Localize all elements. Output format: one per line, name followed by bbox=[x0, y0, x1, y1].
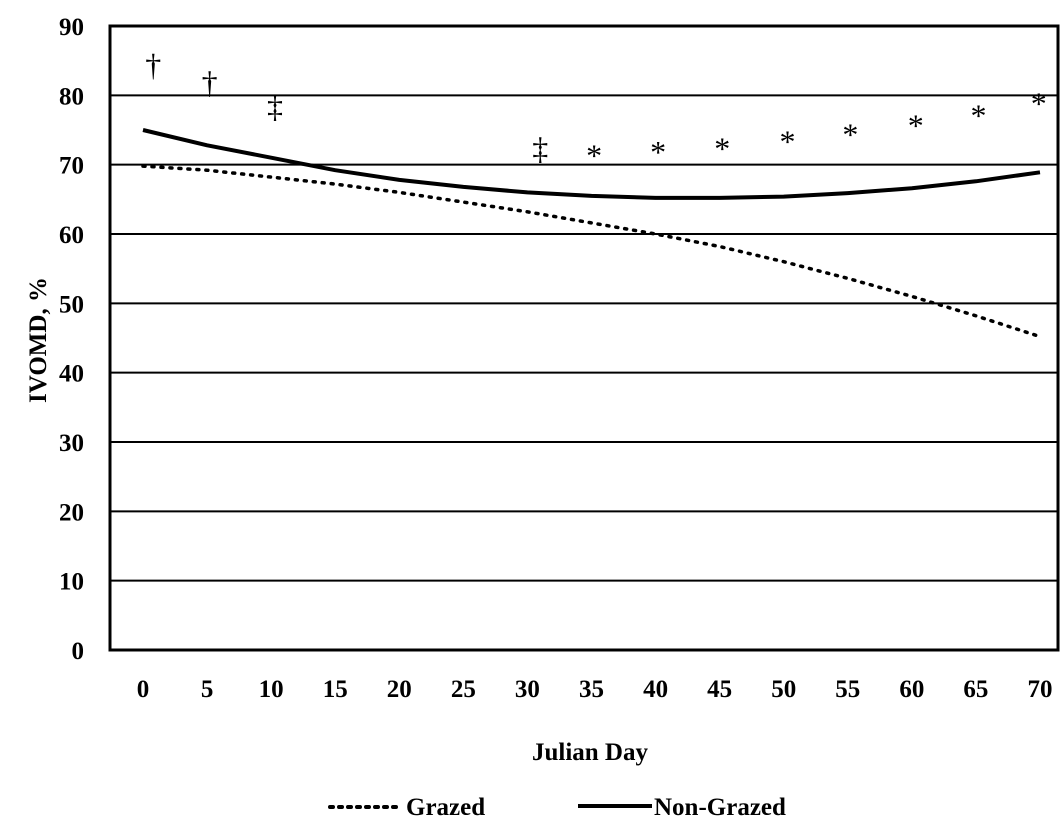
series-line-non-grazed bbox=[142, 128, 1041, 200]
x-tick-label: 40 bbox=[643, 676, 668, 703]
plot-frame bbox=[108, 24, 1060, 652]
annotation-mark: † bbox=[202, 64, 218, 100]
y-tick-label: 30 bbox=[59, 430, 84, 457]
x-tick-label: 35 bbox=[579, 676, 604, 703]
y-tick-label: 0 bbox=[72, 638, 85, 665]
series-lines bbox=[141, 128, 1042, 339]
annotation-mark: * bbox=[842, 116, 858, 152]
x-tick-label: 5 bbox=[201, 676, 214, 703]
x-tick-label: 25 bbox=[451, 676, 476, 703]
annotation-mark: * bbox=[650, 134, 666, 170]
y-tick-label: 70 bbox=[59, 153, 84, 180]
x-tick-labels: 0 5 10 15 20 25 30 35 40 45 50 55 60 65 70 bbox=[137, 676, 1053, 703]
annotation-mark: † bbox=[145, 47, 161, 83]
annotation-mark: ‡ bbox=[532, 130, 548, 166]
annotation-mark: * bbox=[780, 123, 796, 159]
series-line-grazed bbox=[141, 164, 1042, 339]
annotation-mark: ‡ bbox=[267, 89, 283, 125]
x-tick-label: 10 bbox=[259, 676, 284, 703]
axes bbox=[108, 24, 1060, 652]
y-tick-label: 80 bbox=[59, 83, 84, 110]
x-tick-label: 50 bbox=[771, 676, 796, 703]
x-axis-title: Julian Day bbox=[532, 739, 649, 766]
x-tick-label: 0 bbox=[137, 676, 150, 703]
x-tick-label: 15 bbox=[323, 676, 348, 703]
significance-annotations: † † ‡ ‡ * * * * * * * * bbox=[145, 47, 1046, 173]
y-tick-labels: 0 10 20 30 40 50 60 70 80 90 bbox=[59, 14, 84, 665]
y-tick-label: 50 bbox=[59, 291, 84, 318]
annotation-mark: * bbox=[1031, 85, 1047, 121]
legend-label-non-grazed: Non-Grazed bbox=[654, 794, 786, 821]
x-tick-label: 30 bbox=[515, 676, 540, 703]
x-tick-label: 60 bbox=[899, 676, 924, 703]
x-tick-label: 65 bbox=[963, 676, 988, 703]
x-tick-label: 70 bbox=[1028, 676, 1053, 703]
annotation-mark: * bbox=[908, 107, 924, 143]
annotation-mark: * bbox=[970, 98, 986, 134]
gridlines bbox=[110, 94, 1058, 582]
y-tick-label: 60 bbox=[59, 222, 84, 249]
y-axis-title: IVOMD, % bbox=[25, 277, 52, 403]
y-tick-label: 20 bbox=[59, 499, 84, 526]
legend-label-grazed: Grazed bbox=[406, 794, 485, 821]
y-tick-label: 10 bbox=[59, 569, 84, 596]
y-tick-label: 90 bbox=[59, 14, 84, 41]
x-tick-label: 20 bbox=[387, 676, 412, 703]
annotation-mark: * bbox=[714, 130, 730, 166]
annotation-mark: * bbox=[586, 137, 602, 173]
y-tick-label: 40 bbox=[59, 361, 84, 388]
x-tick-label: 45 bbox=[707, 676, 732, 703]
x-tick-label: 55 bbox=[835, 676, 860, 703]
legend: Grazed Non-Grazed bbox=[328, 794, 786, 821]
